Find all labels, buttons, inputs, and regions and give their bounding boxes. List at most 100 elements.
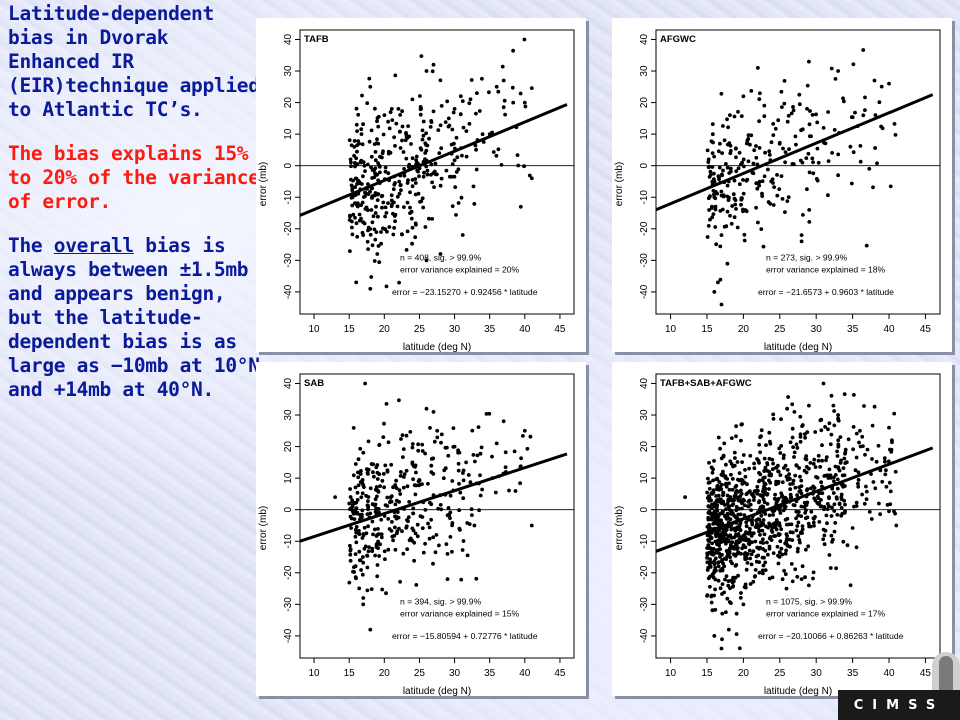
data-point	[448, 493, 453, 498]
data-point	[349, 526, 353, 530]
data-point	[382, 485, 386, 490]
data-point	[416, 483, 421, 488]
data-point	[710, 502, 714, 507]
data-point	[817, 520, 822, 524]
data-point	[705, 235, 710, 239]
data-point	[360, 93, 364, 98]
data-point	[730, 580, 735, 585]
data-point	[748, 489, 752, 494]
data-point	[356, 112, 361, 117]
data-point	[856, 481, 860, 486]
data-point	[864, 497, 869, 502]
data-point	[365, 512, 370, 516]
data-point	[721, 536, 726, 540]
data-point	[804, 516, 808, 521]
data-point	[791, 478, 796, 483]
data-point	[436, 506, 440, 511]
data-point	[718, 446, 722, 451]
data-point	[404, 156, 409, 161]
data-point	[832, 529, 837, 534]
data-point	[387, 126, 392, 131]
y-tick-label: -10	[283, 190, 294, 205]
data-point	[887, 425, 891, 430]
data-point	[836, 465, 841, 470]
data-point	[438, 252, 443, 256]
x-tick-label: 20	[738, 324, 750, 335]
data-point	[398, 183, 403, 187]
data-point	[385, 229, 389, 234]
data-point	[751, 549, 756, 554]
x-axis-label: latitude (deg N)	[764, 686, 832, 696]
data-point	[730, 540, 735, 545]
data-point	[823, 141, 828, 146]
data-point	[841, 96, 845, 101]
data-point	[375, 477, 380, 481]
data-point	[386, 547, 391, 552]
data-point	[718, 141, 722, 146]
data-point	[404, 524, 409, 529]
data-point	[767, 513, 772, 518]
data-point	[756, 553, 761, 558]
data-point	[782, 101, 787, 106]
data-point	[727, 539, 731, 544]
y-tick-label: -10	[639, 190, 650, 205]
y-axis-label: error (mb)	[614, 506, 625, 550]
data-point	[862, 501, 867, 506]
data-point	[735, 525, 739, 530]
data-point	[410, 241, 414, 246]
data-point	[363, 194, 367, 199]
data-point	[854, 500, 859, 505]
data-point	[381, 200, 386, 205]
data-point	[774, 501, 779, 505]
data-point	[869, 517, 874, 521]
data-point	[399, 470, 403, 474]
data-point	[376, 539, 380, 544]
data-point	[354, 525, 359, 529]
data-point	[771, 181, 775, 185]
data-point	[728, 166, 733, 171]
data-point	[705, 556, 709, 560]
data-point	[778, 473, 783, 477]
x-tick-label: 15	[344, 324, 356, 335]
data-point	[775, 173, 779, 177]
data-point	[392, 214, 397, 218]
data-point	[880, 479, 885, 484]
data-point	[375, 198, 380, 203]
data-point	[402, 173, 407, 178]
data-point	[360, 572, 365, 577]
data-point	[740, 506, 744, 511]
data-point	[779, 417, 783, 421]
data-point	[893, 133, 898, 137]
data-point	[413, 492, 418, 497]
data-point	[351, 212, 356, 217]
data-point	[469, 78, 474, 82]
data-point	[420, 526, 425, 531]
data-point	[375, 119, 379, 124]
data-point	[420, 515, 425, 519]
data-point	[412, 540, 417, 545]
data-point	[754, 488, 759, 493]
data-point	[740, 501, 744, 505]
data-point	[780, 577, 785, 582]
data-point	[734, 424, 738, 429]
stats-line: error variance explained = 17%	[766, 608, 886, 618]
data-point	[763, 150, 767, 155]
data-point	[461, 539, 466, 543]
regression-line	[299, 452, 568, 543]
data-point	[744, 178, 749, 183]
data-point	[711, 212, 716, 217]
data-point	[375, 563, 380, 567]
data-point	[366, 192, 371, 197]
data-point	[353, 462, 358, 466]
data-point	[448, 535, 453, 539]
data-point	[709, 512, 714, 516]
data-point	[820, 443, 824, 448]
data-point	[755, 522, 759, 527]
data-point	[781, 146, 785, 151]
data-point	[780, 493, 785, 498]
data-point	[829, 476, 833, 480]
data-point	[360, 536, 365, 540]
data-point	[708, 574, 712, 579]
data-point	[796, 513, 801, 518]
data-point	[402, 205, 406, 210]
